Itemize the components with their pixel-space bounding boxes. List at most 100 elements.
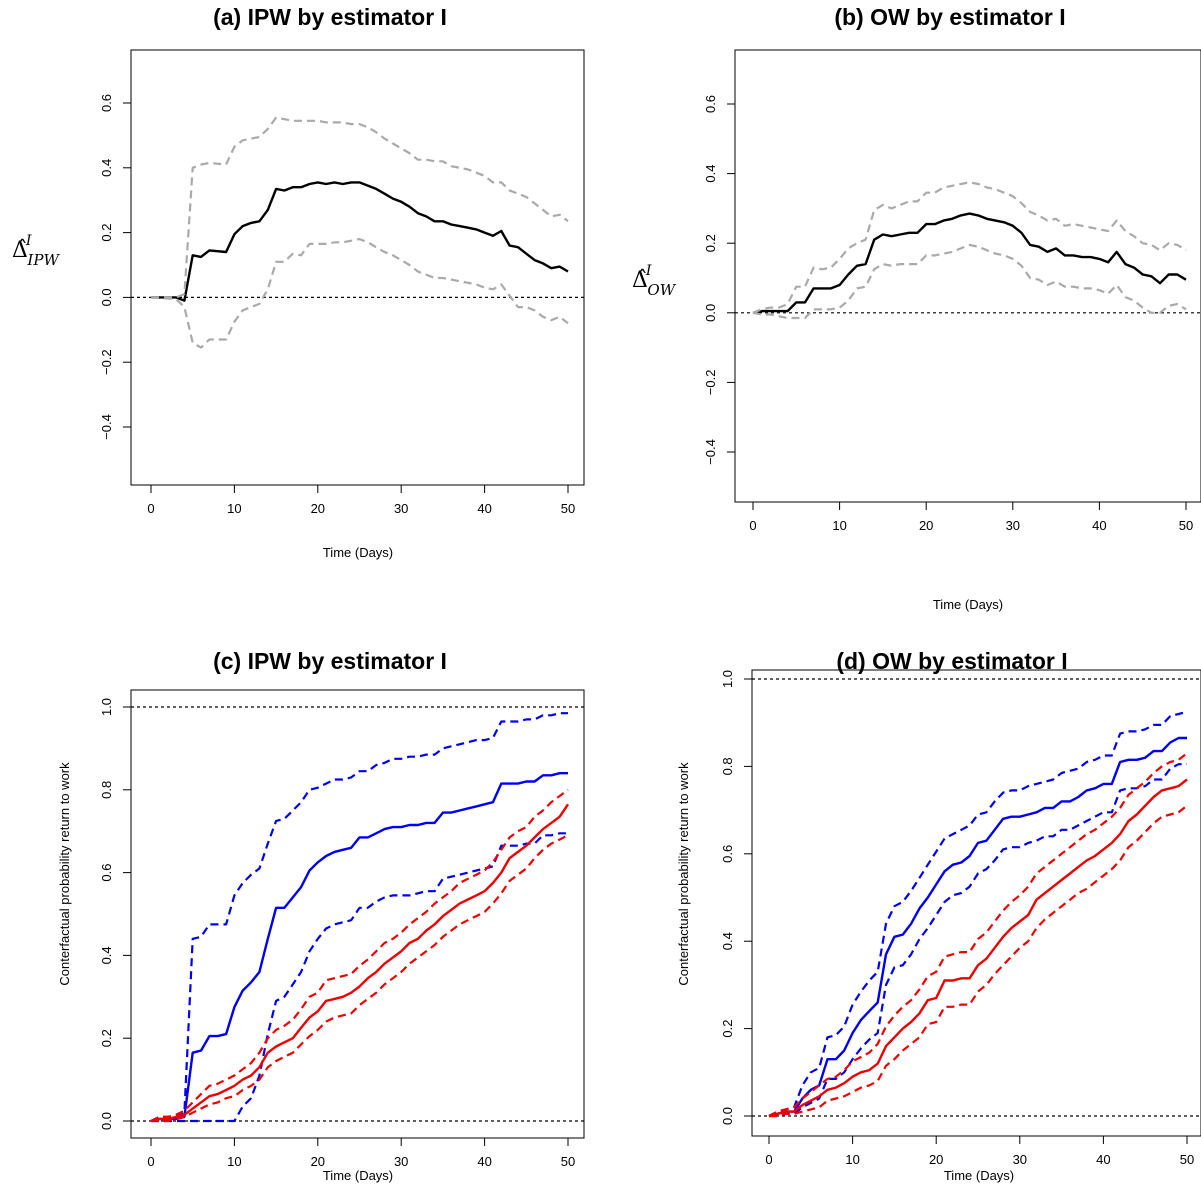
panel-c-hlines bbox=[131, 706, 584, 1122]
panel-b-x-axis: 0 10 20 30 40 50 bbox=[749, 501, 1193, 533]
panel-b-y-tick-label: −0.2 bbox=[703, 370, 718, 396]
panel-d-hlines bbox=[752, 678, 1201, 1117]
panel-a-x-tick-label: 30 bbox=[394, 501, 408, 516]
panel-d-series-red-lower bbox=[769, 804, 1188, 1118]
panel-a-y-tick-label: −0.4 bbox=[99, 414, 114, 440]
panel-c-series-red-upper bbox=[150, 788, 569, 1122]
panel-d-y-tick-label: 0.8 bbox=[720, 757, 735, 775]
panel-c-series-red-lower bbox=[151, 834, 569, 1123]
panel-a-y-label: Δ̂I IPW bbox=[12, 233, 60, 269]
panel-c-x-tick-label: 50 bbox=[561, 1154, 575, 1169]
panel-a-plot-frame bbox=[130, 49, 585, 486]
panel-b-y-tick-label: −0.4 bbox=[703, 439, 718, 465]
panel-b-x-tick-label: 50 bbox=[1179, 518, 1193, 533]
panel-c-title: (c) IPW by estimator I bbox=[213, 648, 447, 674]
panel-d-x-axis: 0 10 20 30 40 50 bbox=[765, 1135, 1194, 1167]
panel-b-plot-frame bbox=[734, 49, 1201, 503]
panel-b-series-ci-upper bbox=[752, 181, 1187, 314]
panel-d-y-tick-label: 0.0 bbox=[720, 1107, 735, 1125]
panel-d-y-tick-label: 1.0 bbox=[720, 670, 735, 688]
panel-d: (d) OW by estimator I 0 10 20 30 40 50 0.00.2… bbox=[676, 648, 1201, 1183]
panel-a-series-estimate bbox=[151, 181, 569, 302]
panel-a-y-label-main: Δ̂ bbox=[12, 238, 28, 263]
panel-a-x-tick-label: 0 bbox=[147, 501, 154, 516]
panel-a-x-tick-label: 40 bbox=[477, 501, 491, 516]
panel-b-y-label-sup: I bbox=[645, 263, 652, 279]
panel-d-x-tick-label: 50 bbox=[1180, 1152, 1194, 1167]
panel-b-x-label: Time (Days) bbox=[933, 597, 1003, 612]
panel-a-y-tick-label: 0.2 bbox=[99, 224, 114, 242]
panel-d-y-label: Conterfactual probability return to work bbox=[676, 762, 691, 986]
panel-d-plot-frame bbox=[751, 669, 1201, 1137]
panel-b-y-axis: −0.4 −0.2 0.0 0.2 0.4 0.6 bbox=[703, 95, 736, 465]
panel-c-y-tick-label: 0.2 bbox=[99, 1029, 114, 1047]
panel-b-x-tick-label: 30 bbox=[1006, 518, 1020, 533]
panel-b-series-ci-lower bbox=[752, 243, 1187, 320]
panel-a: (a) IPW by estimator I 0 10 20 30 40 50 −0.4−… bbox=[12, 4, 585, 560]
panel-b: (b) OW by estimator I 0 10 20 30 40 50 −0.4−0… bbox=[632, 4, 1201, 612]
panel-c-series-blue-lower bbox=[151, 832, 568, 1123]
panel-a-x-label: Time (Days) bbox=[323, 545, 393, 560]
panel-b-x-tick-label: 40 bbox=[1092, 518, 1106, 533]
panel-d-series-blue-estimate bbox=[768, 736, 1187, 1118]
panel-b-series-estimate bbox=[752, 212, 1187, 314]
panel-b-y-label-sub: OW bbox=[647, 281, 676, 299]
panel-d-y-tick-label: 0.2 bbox=[720, 1020, 735, 1038]
panel-d-series bbox=[768, 710, 1188, 1118]
panel-d-x-tick-label: 0 bbox=[765, 1152, 772, 1167]
panel-b-y-tick-label: 0.2 bbox=[703, 234, 718, 252]
panel-c-x-axis: 0 10 20 30 40 50 bbox=[147, 1137, 575, 1169]
panel-d-x-label: Time (Days) bbox=[944, 1168, 1014, 1183]
panel-d-series-blue-upper bbox=[768, 710, 1188, 1117]
panel-c-x-tick-label: 20 bbox=[311, 1154, 325, 1169]
panel-c-y-tick-label: 1.0 bbox=[99, 698, 114, 716]
panel-c-y-label: Conterfactual probability return to work bbox=[57, 762, 72, 986]
panel-a-series-ci-upper bbox=[151, 116, 569, 299]
panel-c-series-blue-upper bbox=[150, 712, 568, 1122]
panel-d-series-red-upper bbox=[768, 752, 1188, 1117]
panel-d-series-blue-lower bbox=[769, 763, 1187, 1118]
panel-a-y-tick-label: 0.0 bbox=[99, 288, 114, 306]
panel-c-series-blue-estimate bbox=[150, 772, 568, 1123]
panel-c-x-tick-label: 30 bbox=[394, 1154, 408, 1169]
panel-b-series bbox=[752, 181, 1187, 320]
panel-a-x-tick-label: 10 bbox=[227, 501, 241, 516]
panel-a-series bbox=[150, 116, 569, 349]
panel-c-x-label: Time (Days) bbox=[323, 1168, 393, 1183]
panel-b-y-tick-label: 0.6 bbox=[703, 95, 718, 113]
panel-a-y-tick-label: 0.4 bbox=[99, 159, 114, 177]
panel-d-x-tick-label: 40 bbox=[1096, 1152, 1110, 1167]
panel-d-x-tick-label: 20 bbox=[929, 1152, 943, 1167]
panel-c: (c) IPW by estimator I 0 10 20 30 40 50 0.00.… bbox=[57, 648, 585, 1183]
panel-a-y-label-sub: IPW bbox=[26, 251, 60, 269]
panel-a-x-tick-label: 20 bbox=[311, 501, 325, 516]
panel-c-x-tick-label: 0 bbox=[147, 1154, 154, 1169]
panel-b-x-tick-label: 20 bbox=[919, 518, 933, 533]
panel-a-y-tick-label: 0.6 bbox=[99, 94, 114, 112]
panel-c-y-tick-label: 0.4 bbox=[99, 946, 114, 964]
panel-c-series-red-estimate bbox=[150, 803, 569, 1123]
panel-d-y-axis: 0.0 0.2 0.4 0.6 0.8 1.0 bbox=[720, 670, 753, 1125]
panel-c-series bbox=[150, 712, 569, 1123]
panel-d-y-tick-label: 0.6 bbox=[720, 845, 735, 863]
panel-d-series-red-estimate bbox=[768, 778, 1188, 1118]
panel-c-y-tick-label: 0.0 bbox=[99, 1112, 114, 1130]
panel-b-y-tick-label: 0.4 bbox=[703, 165, 718, 183]
panel-a-y-label-sup: I bbox=[25, 233, 32, 249]
panel-a-title: (a) IPW by estimator I bbox=[213, 4, 447, 30]
panel-c-x-tick-label: 10 bbox=[227, 1154, 241, 1169]
panel-b-y-tick-label: 0.0 bbox=[703, 304, 718, 322]
panel-b-y-label: Δ̂I OW bbox=[632, 263, 677, 299]
panel-a-series-ci-lower bbox=[150, 238, 569, 349]
panel-c-y-tick-label: 0.8 bbox=[99, 781, 114, 799]
panel-b-x-tick-label: 10 bbox=[832, 518, 846, 533]
panel-a-y-axis: −0.4 −0.2 0.0 0.2 0.4 0.6 bbox=[99, 94, 132, 440]
panel-c-y-tick-label: 0.6 bbox=[99, 864, 114, 882]
panel-a-x-axis: 0 10 20 30 40 50 bbox=[147, 484, 575, 516]
panel-c-x-tick-label: 40 bbox=[477, 1154, 491, 1169]
panel-b-x-tick-label: 0 bbox=[749, 518, 756, 533]
panel-a-x-tick-label: 50 bbox=[561, 501, 575, 516]
panel-c-y-axis: 0.0 0.2 0.4 0.6 0.8 1.0 bbox=[99, 698, 132, 1130]
panel-d-x-tick-label: 30 bbox=[1013, 1152, 1027, 1167]
